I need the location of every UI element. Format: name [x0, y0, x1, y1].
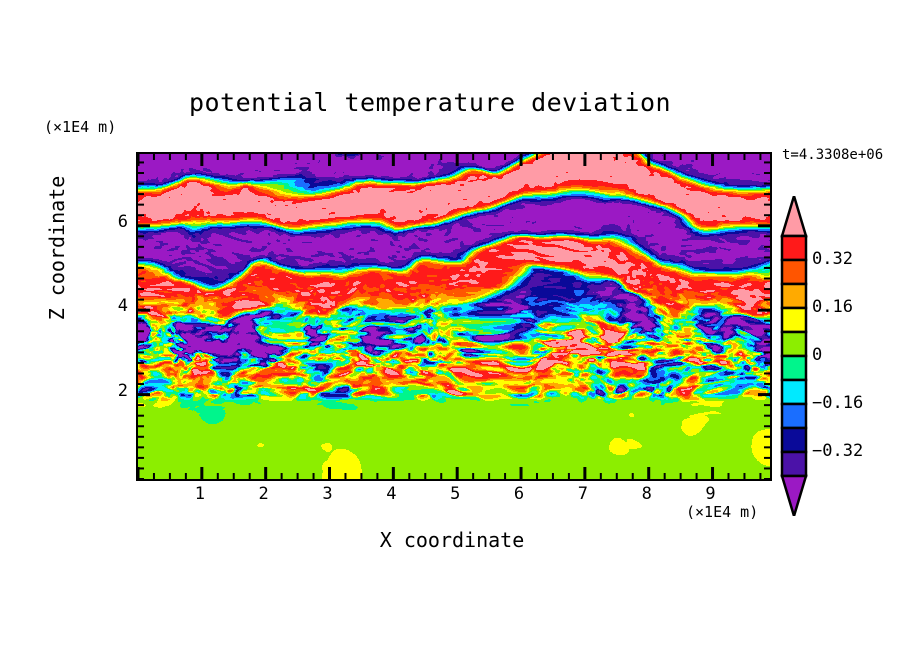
colorbar-tick-label: −0.32	[812, 441, 864, 461]
colorbar-tick-label: 0.32	[812, 249, 853, 269]
x-tick-label: 7	[577, 484, 588, 504]
colorbar-tick-label: 0.16	[812, 297, 853, 317]
colorbar	[779, 196, 809, 516]
colorbar-band	[780, 378, 808, 406]
z-axis-unit-label: (×1E4 m)	[44, 118, 117, 136]
x-axis-unit-label: (×1E4 m)	[686, 503, 759, 521]
colorbar-band	[780, 426, 808, 454]
x-tick-label: 2	[258, 484, 269, 504]
contour-field-canvas	[138, 154, 770, 479]
x-tick-label: 8	[641, 484, 652, 504]
y-axis-title: Z coordinate	[45, 175, 69, 321]
x-tick-label: 1	[194, 484, 205, 504]
colorbar-overflow-arrow-bottom	[780, 474, 808, 516]
colorbar-band	[780, 450, 808, 478]
page-title: potential temperature deviation	[188, 88, 672, 117]
colorbar-band	[780, 282, 808, 310]
colorbar-overflow-arrow-top	[780, 196, 808, 238]
x-tick-label: 5	[450, 484, 461, 504]
colorbar-band	[780, 402, 808, 430]
colorbar-band	[780, 306, 808, 334]
x-tick-label: 9	[705, 484, 716, 504]
colorbar-tick-label: 0	[812, 345, 823, 365]
colorbar-band	[780, 330, 808, 358]
plot-area	[136, 152, 772, 481]
x-tick-label: 6	[513, 484, 525, 504]
colorbar-tick-label: −0.16	[812, 393, 864, 413]
x-axis-title: X coordinate	[379, 528, 525, 552]
y-tick-label: 4	[117, 296, 128, 317]
y-tick-label: 6	[117, 211, 128, 232]
x-tick-label: 3	[322, 484, 333, 504]
colorbar-band	[780, 234, 808, 262]
colorbar-swatches	[780, 196, 808, 516]
x-tick-label: 4	[386, 484, 397, 504]
colorbar-band	[780, 258, 808, 286]
simulation-time-annotation: t=4.3308e+06	[782, 147, 884, 163]
colorbar-band	[780, 354, 808, 382]
y-tick-label: 2	[117, 380, 128, 401]
